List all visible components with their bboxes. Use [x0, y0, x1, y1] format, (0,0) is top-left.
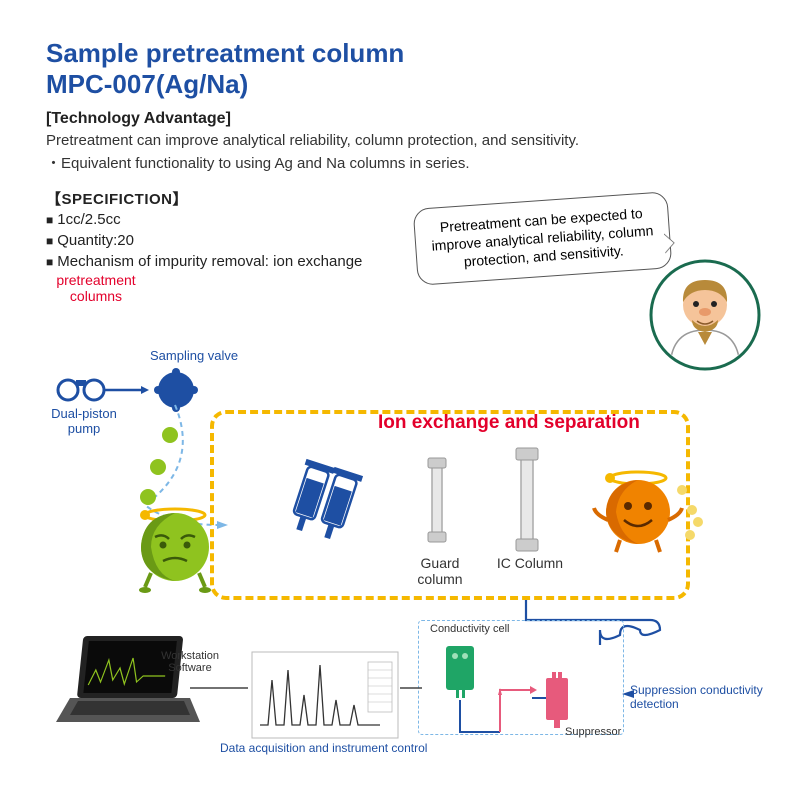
pretreatment-columns-icon [270, 450, 365, 555]
tech-advantage-body: Pretreatment can improve analytical reli… [46, 130, 754, 151]
supp-detect-label: Suppression conductivity detection [630, 683, 790, 711]
data-line-icon [190, 680, 430, 700]
guard-column-icon [422, 450, 452, 550]
pretreatment-label: pretreatment columns [46, 272, 146, 304]
guard-column-label: Guard column [400, 555, 480, 587]
ic-column-label: IC Column [490, 555, 570, 571]
page-title: Sample pretreatment column MPC-007(Ag/Na… [46, 38, 754, 100]
laptop-icon [50, 630, 200, 730]
valve-label: Sampling valve [150, 348, 238, 363]
orange-ion-character-icon [590, 460, 710, 570]
conductivity-cell-label: Conductivity cell [430, 623, 509, 635]
scientist-icon [650, 260, 760, 370]
tech-advantage-heading: [Technology Advantage] [46, 110, 754, 128]
suppressor-label: Suppressor [565, 726, 621, 738]
detection-flow-lines-icon [430, 640, 620, 740]
title-line2: MPC-007(Ag/Na) [46, 69, 248, 99]
title-line1: Sample pretreatment column [46, 38, 404, 68]
ic-column-icon [510, 442, 544, 557]
tech-advantage-bullet: ・Equivalent functionality to using Ag an… [46, 153, 754, 174]
workstation-label: Workstation Software [155, 650, 225, 674]
pump-label: Dual-piston pump [34, 406, 134, 436]
data-acq-label: Data acquisition and instrument control [220, 741, 427, 755]
ion-exchange-title: Ion exchange and separation [378, 412, 640, 434]
